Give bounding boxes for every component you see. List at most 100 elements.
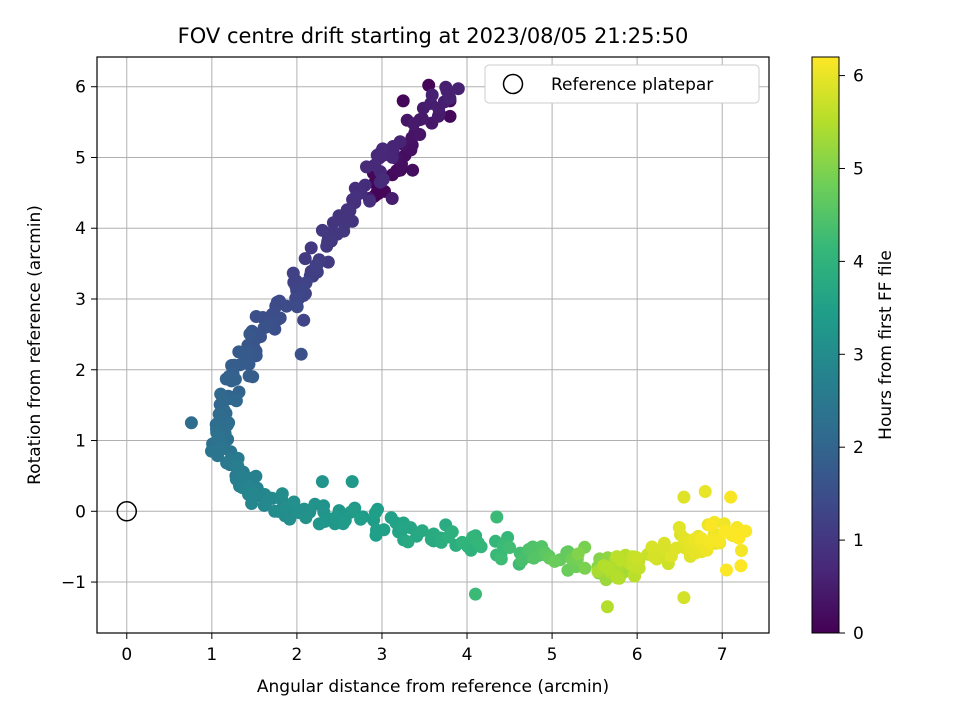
data-point — [247, 487, 261, 501]
data-point — [259, 320, 273, 334]
reference-platepar-point — [116, 501, 138, 522]
x-tick-label: 3 — [377, 645, 388, 665]
data-point — [645, 540, 659, 554]
data-point — [527, 551, 541, 565]
x-tick-label: 1 — [206, 645, 217, 665]
x-axis-label: Angular distance from reference (arcmin) — [257, 677, 609, 697]
colorbar-label: Hours from first FF file — [876, 250, 896, 440]
data-point — [326, 216, 340, 230]
data-point — [275, 487, 289, 501]
data-point — [229, 394, 243, 408]
x-tick-label: 2 — [291, 645, 302, 665]
data-point — [337, 514, 351, 528]
data-point — [237, 471, 250, 485]
data-point — [724, 490, 738, 504]
y-tick-label: 1 — [75, 432, 86, 452]
data-point — [677, 591, 691, 605]
colorbar-tick-label: 4 — [853, 252, 864, 272]
data-point — [377, 523, 391, 537]
data-point — [363, 194, 377, 208]
data-point — [632, 561, 646, 575]
data-point — [386, 140, 400, 153]
data-point — [490, 510, 504, 524]
legend-box — [484, 64, 760, 104]
data-point — [471, 536, 485, 550]
colorbar-tick-label: 1 — [853, 531, 864, 551]
y-tick-label: 0 — [75, 502, 86, 522]
data-point — [225, 374, 238, 388]
data-point — [677, 490, 691, 504]
data-point — [548, 554, 562, 568]
data-point — [407, 117, 421, 131]
data-point — [425, 88, 439, 102]
data-point — [455, 535, 469, 549]
y-tick-label: 2 — [75, 361, 86, 381]
data-point — [299, 511, 313, 525]
data-point — [732, 531, 746, 545]
y-axis-label: Rotation from reference (arcmin) — [25, 205, 45, 485]
data-point — [704, 518, 718, 532]
y-tick-label: 4 — [75, 219, 86, 239]
data-point — [578, 561, 592, 575]
data-point — [469, 587, 482, 601]
data-point — [443, 91, 457, 105]
data-point — [630, 551, 644, 565]
data-point — [503, 541, 517, 554]
data-point — [214, 441, 228, 454]
data-point — [321, 235, 335, 249]
data-point — [735, 544, 748, 557]
data-point — [401, 535, 415, 549]
data-point — [349, 190, 362, 204]
y-tick-label: −1 — [61, 573, 86, 593]
y-tick-label: 6 — [75, 78, 86, 98]
data-point — [406, 163, 420, 177]
data-point — [218, 393, 232, 407]
data-points — [184, 78, 753, 614]
data-point — [601, 560, 615, 574]
data-point — [718, 525, 732, 538]
data-point — [385, 192, 399, 205]
data-point — [330, 227, 344, 241]
data-point — [290, 300, 304, 314]
data-point — [413, 128, 427, 141]
reference-marker — [116, 501, 138, 522]
data-point — [246, 370, 260, 384]
data-point — [515, 554, 529, 568]
data-point — [415, 524, 429, 538]
colorbar-tick-label: 2 — [853, 438, 864, 458]
x-tick-label: 6 — [632, 645, 643, 665]
legend-label: Reference platepar — [551, 75, 713, 95]
data-point — [368, 506, 382, 520]
data-point — [720, 563, 733, 577]
data-point — [297, 313, 311, 327]
data-point — [600, 600, 614, 614]
data-point — [396, 94, 410, 108]
chart-title: FOV centre drift starting at 2023/08/05 … — [178, 24, 689, 48]
data-point — [287, 495, 301, 509]
data-point — [360, 160, 373, 174]
data-point — [315, 223, 329, 237]
data-point — [571, 547, 585, 561]
data-point — [343, 204, 357, 218]
colorbar-tick-label: 5 — [853, 159, 864, 179]
data-point — [298, 252, 312, 266]
data-point — [243, 327, 257, 341]
colorbar — [811, 56, 840, 634]
data-point — [249, 469, 263, 483]
data-point — [669, 541, 683, 555]
legend: Reference platepar — [484, 64, 760, 104]
data-point — [443, 109, 457, 123]
x-tick-label: 0 — [121, 645, 132, 665]
x-tick-label: 7 — [717, 645, 728, 665]
data-point — [345, 475, 359, 489]
x-tick-label: 5 — [547, 645, 558, 665]
colorbar-tick-label: 6 — [853, 67, 864, 87]
data-point — [451, 82, 465, 96]
data-point — [294, 347, 308, 361]
data-point — [211, 430, 225, 444]
data-point — [249, 310, 263, 323]
colorbar-ticks: 0 1 2 3 4 5 6 — [839, 67, 864, 644]
colorbar-tick-label: 0 — [853, 624, 864, 644]
data-point — [318, 514, 332, 528]
